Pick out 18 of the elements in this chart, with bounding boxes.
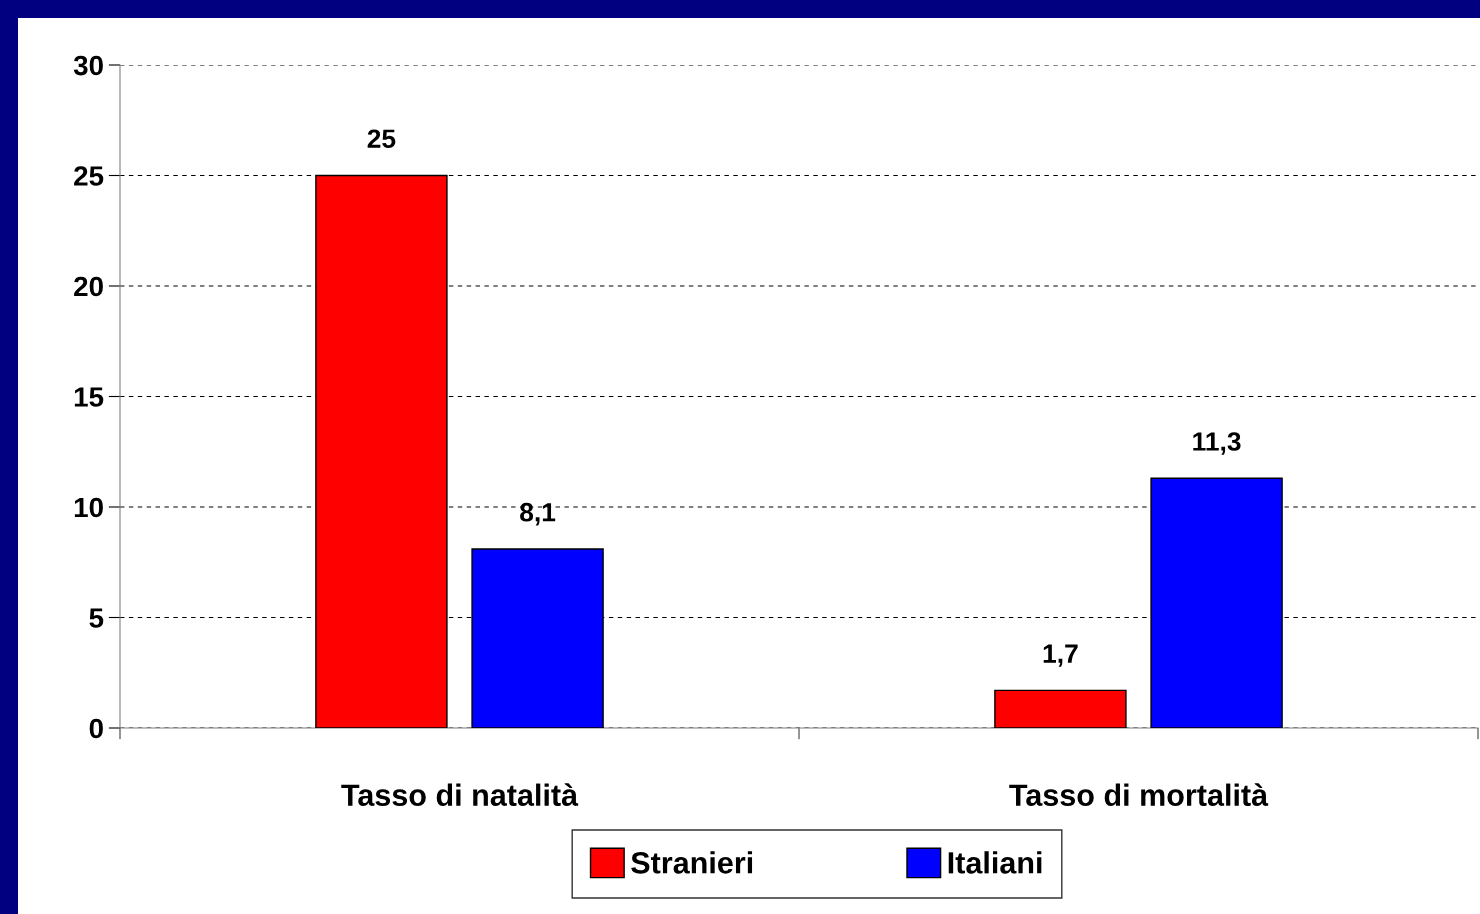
y-tick-label: 10	[74, 497, 103, 518]
data-label: 8,1	[520, 502, 556, 526]
legend-label: Italiani	[948, 851, 1042, 874]
bar	[471, 548, 604, 728]
x-tick-label: Tasso di natalità	[341, 783, 579, 806]
data-label: 11,3	[1193, 432, 1241, 455]
y-tick-label: 15	[74, 387, 104, 407]
y-tick-label: 5	[89, 608, 104, 628]
data-label: 1,7	[1043, 644, 1078, 667]
bar	[1150, 477, 1283, 728]
legend-label: Stranieri	[631, 851, 753, 874]
x-tick-label: Tasso di mortalità	[1009, 783, 1269, 806]
y-tick-label: 25	[74, 166, 104, 186]
y-tick-label: 30	[73, 55, 103, 76]
bar	[994, 689, 1127, 728]
data-label: 25	[367, 129, 396, 149]
y-tick-label: 20	[74, 276, 103, 297]
y-tick-label: 0	[89, 718, 103, 739]
